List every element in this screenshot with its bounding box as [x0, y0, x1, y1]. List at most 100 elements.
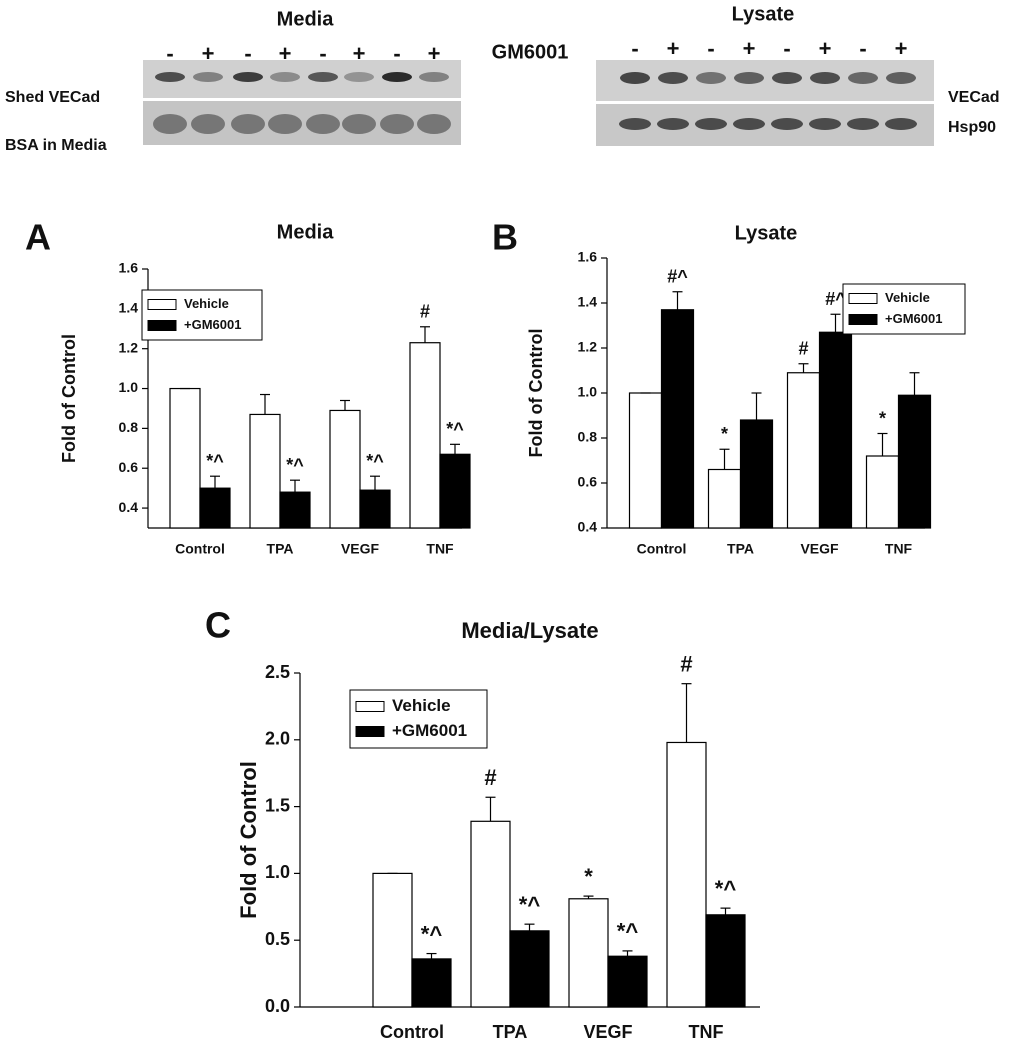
legend-swatch: [848, 293, 878, 304]
y-tick-label: 1.5: [265, 795, 290, 815]
blot-band: [885, 118, 917, 130]
blot-band: [380, 114, 414, 134]
blot-band: [658, 72, 688, 84]
y-tick-label: 1.4: [578, 294, 598, 310]
significance-mark: *^: [715, 876, 737, 901]
significance-mark: #^: [667, 267, 688, 287]
significance-mark: *: [721, 424, 728, 444]
panel-label: B: [492, 217, 518, 258]
x-tick-label: TNF: [885, 541, 913, 557]
chart-title: Media: [277, 221, 335, 243]
chart-title: Media/Lysate: [461, 618, 598, 643]
bar: [411, 958, 452, 1008]
legend-label: Vehicle: [184, 296, 229, 311]
x-tick-label: Control: [637, 541, 687, 557]
y-tick-label: 0.4: [578, 519, 598, 535]
legend-swatch: [355, 726, 385, 737]
significance-mark: #: [680, 652, 692, 677]
lane-sign: +: [353, 41, 366, 66]
bar: [786, 372, 821, 529]
legend-swatch: [147, 320, 177, 331]
blot-band: [619, 118, 651, 130]
lane-sign: -: [707, 36, 714, 61]
blot-band: [848, 72, 878, 84]
bar: [329, 409, 361, 529]
y-tick-label: 0.0: [265, 996, 290, 1016]
y-tick-label: 2.0: [265, 729, 290, 749]
x-tick-label: VEGF: [800, 541, 839, 557]
blot-strip: [596, 60, 934, 101]
x-tick-label: VEGF: [341, 541, 380, 557]
lane-sign: +: [667, 36, 680, 61]
y-tick-label: 0.4: [119, 499, 139, 515]
blot-band: [847, 118, 879, 130]
blot-strip: [143, 60, 461, 98]
blot-band: [270, 72, 300, 82]
lane-sign: +: [202, 41, 215, 66]
y-axis-label: Fold of Control: [526, 329, 546, 458]
significance-mark: *^: [206, 451, 224, 471]
legend-swatch: [355, 701, 385, 712]
blot-band: [695, 118, 727, 130]
bar: [568, 898, 609, 1008]
blot-band: [308, 72, 338, 82]
blot-band: [191, 114, 225, 134]
y-axis-label: Fold of Control: [59, 334, 79, 463]
blot-band: [657, 118, 689, 130]
blot-band: [734, 72, 764, 84]
bar: [169, 387, 201, 529]
bar: [865, 455, 900, 529]
legend-swatch: [848, 314, 878, 325]
significance-mark: #: [420, 302, 430, 322]
y-tick-label: 0.6: [578, 474, 598, 490]
bar: [628, 392, 663, 529]
legend-box: [349, 689, 488, 749]
blot-band: [231, 114, 265, 134]
y-tick-label: 0.8: [578, 429, 598, 445]
bar: [607, 955, 648, 1008]
y-tick-label: 0.5: [265, 929, 290, 949]
significance-mark: *^: [617, 919, 639, 944]
legend-label: Vehicle: [392, 696, 451, 715]
blot-title: Lysate: [732, 3, 795, 25]
significance-mark: *^: [446, 419, 464, 439]
blot-band: [193, 72, 223, 82]
blot-band: [153, 114, 187, 134]
row-label: VECad: [948, 89, 1000, 106]
blot-title: Media: [277, 8, 335, 30]
bar: [739, 419, 774, 529]
legend-label: +GM6001: [184, 317, 241, 332]
y-tick-label: 0.8: [119, 419, 139, 435]
y-tick-label: 1.6: [119, 260, 139, 276]
significance-mark: *^: [421, 921, 443, 946]
y-tick-label: 1.2: [119, 339, 139, 355]
bar: [818, 331, 853, 529]
y-tick-label: 1.0: [265, 862, 290, 882]
lane-sign: +: [743, 36, 756, 61]
x-tick-label: Control: [175, 541, 225, 557]
y-axis-label: Fold of Control: [236, 761, 261, 919]
bar: [707, 468, 742, 529]
bar: [660, 309, 695, 529]
bar: [249, 413, 281, 529]
legend-box: [141, 289, 263, 341]
legend-box: [842, 283, 966, 335]
bar: [359, 489, 391, 529]
lane-sign: -: [631, 36, 638, 61]
bar: [509, 930, 550, 1008]
blot-band: [810, 72, 840, 84]
lane-sign: -: [319, 41, 326, 66]
blot-band: [342, 114, 376, 134]
blot-band: [620, 72, 650, 84]
lane-sign: -: [393, 41, 400, 66]
bar: [897, 394, 932, 529]
x-tick-label: VEGF: [583, 1022, 632, 1042]
x-tick-label: TPA: [727, 541, 754, 557]
lane-sign: -: [783, 36, 790, 61]
bar: [372, 872, 413, 1008]
y-tick-label: 0.6: [119, 459, 139, 475]
x-tick-label: Control: [380, 1022, 444, 1042]
bar: [666, 741, 707, 1008]
blot-band: [268, 114, 302, 134]
significance-mark: *: [584, 864, 593, 889]
